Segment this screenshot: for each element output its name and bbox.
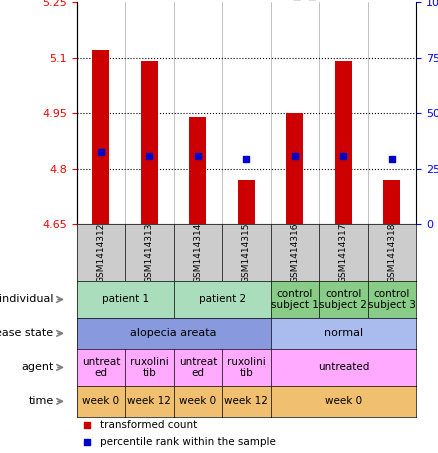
Text: untreat
ed: untreat ed xyxy=(179,357,217,378)
Text: GSM1414314: GSM1414314 xyxy=(194,222,202,283)
Text: week 12: week 12 xyxy=(127,396,171,406)
Text: GSM1414318: GSM1414318 xyxy=(387,222,396,283)
Text: week 12: week 12 xyxy=(224,396,268,406)
Text: alopecia areata: alopecia areata xyxy=(131,328,217,338)
Text: control
subject 3: control subject 3 xyxy=(368,289,416,310)
Text: patient 1: patient 1 xyxy=(102,294,149,304)
Bar xyxy=(92,50,110,224)
Bar xyxy=(286,113,304,224)
Text: control
subject 1: control subject 1 xyxy=(271,289,319,310)
Bar xyxy=(383,180,400,224)
Bar xyxy=(141,62,158,224)
Text: percentile rank within the sample: percentile rank within the sample xyxy=(100,437,276,447)
Text: GSM1414313: GSM1414313 xyxy=(145,222,154,283)
Text: normal: normal xyxy=(324,328,363,338)
Text: agent: agent xyxy=(21,362,53,372)
Text: control
subject 2: control subject 2 xyxy=(319,289,367,310)
Point xyxy=(243,156,250,163)
Bar xyxy=(189,117,206,224)
Point xyxy=(389,156,396,163)
Text: untreated: untreated xyxy=(318,362,369,372)
Point xyxy=(83,439,90,446)
Point xyxy=(146,152,153,159)
Bar xyxy=(238,180,255,224)
Text: individual: individual xyxy=(0,294,53,304)
Text: week 0: week 0 xyxy=(325,396,362,406)
Point xyxy=(97,149,104,156)
Text: disease state: disease state xyxy=(0,328,53,338)
Text: time: time xyxy=(28,396,53,406)
Text: ruxolini
tib: ruxolini tib xyxy=(227,357,266,378)
Text: ruxolini
tib: ruxolini tib xyxy=(130,357,169,378)
Text: GSM1414316: GSM1414316 xyxy=(290,222,299,283)
Point xyxy=(194,152,201,159)
Point xyxy=(83,422,90,429)
Bar xyxy=(335,62,352,224)
Text: GSM1414312: GSM1414312 xyxy=(96,222,106,283)
Text: GSM1414315: GSM1414315 xyxy=(242,222,251,283)
Text: untreat
ed: untreat ed xyxy=(82,357,120,378)
Text: transformed count: transformed count xyxy=(100,420,198,430)
Text: GSM1414317: GSM1414317 xyxy=(339,222,348,283)
Text: week 0: week 0 xyxy=(82,396,120,406)
Point xyxy=(340,152,347,159)
Text: patient 2: patient 2 xyxy=(198,294,246,304)
Point xyxy=(291,152,298,159)
Text: week 0: week 0 xyxy=(179,396,216,406)
